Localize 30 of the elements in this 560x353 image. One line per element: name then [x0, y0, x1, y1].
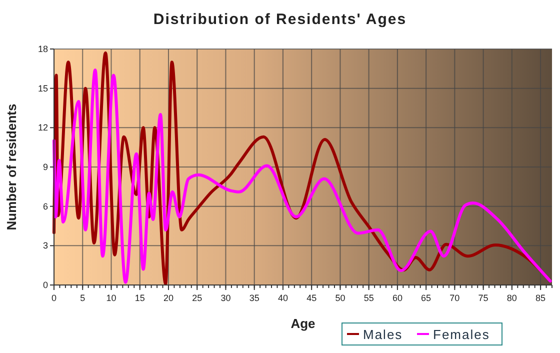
y-tick-label: 15: [38, 83, 48, 94]
x-tick-label: 45: [306, 293, 317, 303]
chart-title: Distribution of Residents' Ages: [153, 11, 407, 28]
x-tick-label: 50: [335, 293, 346, 303]
y-tick-label: 3: [42, 240, 48, 251]
x-tick-label: 35: [249, 293, 260, 303]
x-tick-label: 0: [51, 293, 57, 303]
x-tick-label: 20: [163, 293, 174, 303]
y-tick-label: 12: [38, 122, 48, 133]
y-tick-label: 9: [42, 162, 48, 172]
x-tick-label: 75: [478, 293, 488, 303]
y-axis-title: Number of residents: [4, 104, 19, 230]
y-tick-label: 6: [42, 201, 48, 212]
legend-label: Females: [433, 327, 490, 342]
x-tick-label: 10: [106, 293, 116, 303]
x-tick-label: 25: [192, 293, 202, 303]
x-tick-label: 60: [392, 293, 402, 303]
x-tick-label: 80: [506, 293, 517, 303]
x-tick-label: 55: [364, 293, 374, 303]
x-tick-label: 40: [278, 293, 288, 303]
x-tick-label: 65: [421, 293, 432, 303]
x-tick-label: 30: [220, 293, 231, 303]
y-tick-label: 18: [38, 44, 48, 54]
x-tick-label: 85: [536, 293, 546, 303]
y-tick-label: 0: [42, 280, 48, 290]
x-tick-label: 70: [450, 293, 460, 303]
x-tick-label: 5: [80, 293, 86, 303]
x-tick-label: 15: [134, 293, 145, 303]
x-axis-title: Age: [290, 316, 316, 331]
legend-label: Males: [363, 327, 403, 342]
